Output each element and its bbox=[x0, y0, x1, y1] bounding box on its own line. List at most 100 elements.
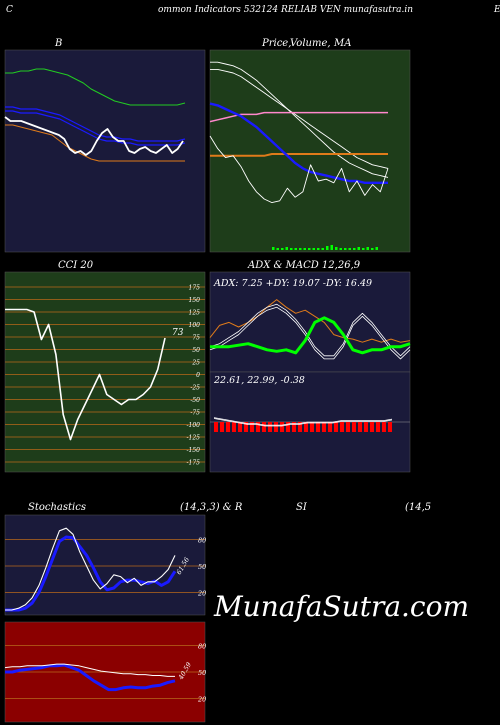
rsi-title: SI bbox=[296, 502, 308, 513]
price-ma-line-4 bbox=[209, 102, 388, 185]
macd-hist-bar bbox=[328, 422, 332, 432]
bollinger-line-4 bbox=[4, 116, 184, 156]
cci-tick-label: -125 bbox=[187, 435, 201, 442]
volume-bar bbox=[326, 246, 329, 250]
macd-signal-line bbox=[213, 417, 393, 426]
volume-bar bbox=[348, 248, 351, 250]
bollinger-line-2 bbox=[5, 110, 186, 146]
adx-line-3 bbox=[210, 316, 411, 355]
cci-tick-label: 0 bbox=[196, 372, 200, 379]
macd-line bbox=[213, 418, 393, 427]
bollinger-title: B bbox=[54, 38, 62, 49]
volume-bar bbox=[272, 247, 275, 250]
volume-bar bbox=[357, 247, 360, 250]
indicator-charts: B Price, Volume, MA CCI 20 175 150 125 100 7… bbox=[4, 38, 469, 723]
macd-hist-bar bbox=[232, 422, 236, 432]
header-title: ommon Indicators 532124 RELIAB VEN munaf… bbox=[158, 5, 413, 15]
rsi-tick-label: 50 bbox=[198, 669, 206, 677]
cci-tick-label: 50 bbox=[192, 347, 200, 354]
macd-label: 22.61, 22.99, -0.38 bbox=[213, 375, 305, 386]
cci-tick-label: 100 bbox=[189, 322, 201, 329]
volume-bar bbox=[317, 248, 320, 250]
stochastics-params: (14,3,3) & R bbox=[180, 502, 243, 513]
cci-tick-label: -150 bbox=[187, 447, 201, 454]
bollinger-line-0 bbox=[5, 68, 186, 106]
macd-hist-bar bbox=[370, 422, 374, 432]
adx-label: ADX: 7.25 +DY: 19.07 -DY: 16.49 bbox=[213, 278, 372, 289]
stoch-tick-label: 50 bbox=[198, 563, 206, 571]
adx-macd-title: ADX & MACD 12,26,9 bbox=[247, 260, 361, 271]
macd-hist-bar bbox=[358, 422, 362, 432]
cci-tick-label: 125 bbox=[189, 310, 201, 317]
macd-hist-bar bbox=[244, 422, 248, 432]
stochastics-panel bbox=[4, 514, 206, 616]
stoch-tick-label: 20 bbox=[197, 589, 206, 597]
rsi-tick-label: 20 bbox=[197, 695, 206, 703]
bollinger-series bbox=[4, 68, 186, 162]
volume-bar bbox=[339, 248, 342, 250]
adx-panel bbox=[209, 271, 411, 373]
macd-hist-bar bbox=[250, 422, 254, 432]
macd-hist-bar bbox=[376, 422, 380, 432]
cci-value-label: 73 bbox=[172, 328, 184, 338]
price-ma-series bbox=[209, 61, 389, 250]
price-ma-panel bbox=[209, 49, 411, 253]
macd-hist-bar bbox=[346, 422, 350, 432]
macd-hist-bar bbox=[322, 422, 326, 432]
volume-bar bbox=[290, 248, 293, 250]
macd-hist-bar bbox=[334, 422, 338, 432]
macd-hist-bar bbox=[262, 422, 266, 432]
rsi-tick-label: 80 bbox=[198, 643, 206, 651]
macd-hist-bar bbox=[310, 422, 314, 432]
stoch-white-line bbox=[5, 527, 176, 611]
volume-bar bbox=[308, 248, 311, 250]
price-ma-volume-title: Volume, bbox=[290, 38, 331, 49]
macd-hist-bar bbox=[352, 422, 356, 432]
cci-tick-label: 25 bbox=[191, 360, 200, 367]
bollinger-line-3 bbox=[5, 124, 185, 162]
header-right-letter: E bbox=[493, 5, 500, 15]
price-ma-line-0 bbox=[210, 61, 389, 178]
macd-hist-bar bbox=[220, 422, 224, 432]
bollinger-line-1 bbox=[5, 106, 186, 142]
adx-line-2 bbox=[209, 306, 411, 360]
cci-tick-label: -25 bbox=[190, 385, 200, 392]
stochastics-title: Stochastics bbox=[28, 502, 86, 513]
cci-tick-label: -75 bbox=[190, 410, 200, 417]
macd-hist-bar bbox=[388, 422, 392, 432]
macd-hist-bar bbox=[238, 422, 242, 432]
volume-bar bbox=[362, 248, 365, 250]
cci-tick-label: -50 bbox=[190, 397, 200, 404]
header-bar: C ommon Indicators 532124 RELIAB VEN mun… bbox=[6, 5, 500, 15]
macd-hist-bar bbox=[274, 422, 278, 432]
volume-bar bbox=[281, 248, 284, 250]
cci-panel bbox=[4, 271, 206, 473]
macd-hist-bar bbox=[298, 422, 302, 432]
macd-hist-bar bbox=[280, 422, 284, 432]
cci-tick-label: -100 bbox=[187, 422, 201, 429]
rsi-white-line bbox=[4, 663, 175, 677]
stoch-tick-label: 80 bbox=[198, 537, 206, 545]
volume-bar bbox=[371, 248, 374, 250]
volume-bar bbox=[312, 248, 315, 250]
macd-hist-bar bbox=[256, 422, 260, 432]
watermark: MunafaSutra.com bbox=[213, 590, 469, 623]
cci-tick-label: 75 bbox=[192, 335, 200, 342]
header-left-letter: C bbox=[6, 5, 13, 15]
macd-hist-bar bbox=[304, 422, 308, 432]
volume-bar bbox=[335, 247, 338, 250]
price-ma-line-3 bbox=[210, 153, 388, 157]
stoch-blue-line bbox=[5, 535, 177, 612]
volume-bar bbox=[299, 248, 302, 250]
macd-hist-bar bbox=[364, 422, 368, 432]
cci-tick-label: 175 bbox=[189, 285, 201, 292]
volume-bar bbox=[285, 247, 288, 250]
volume-bar bbox=[366, 247, 369, 250]
price-ma-line-5 bbox=[209, 135, 389, 204]
volume-bar bbox=[321, 248, 324, 250]
macd-hist-bar bbox=[214, 422, 218, 432]
macd-hist-bar bbox=[268, 422, 272, 432]
volume-bar bbox=[330, 245, 333, 250]
adx-line-1 bbox=[209, 303, 411, 357]
